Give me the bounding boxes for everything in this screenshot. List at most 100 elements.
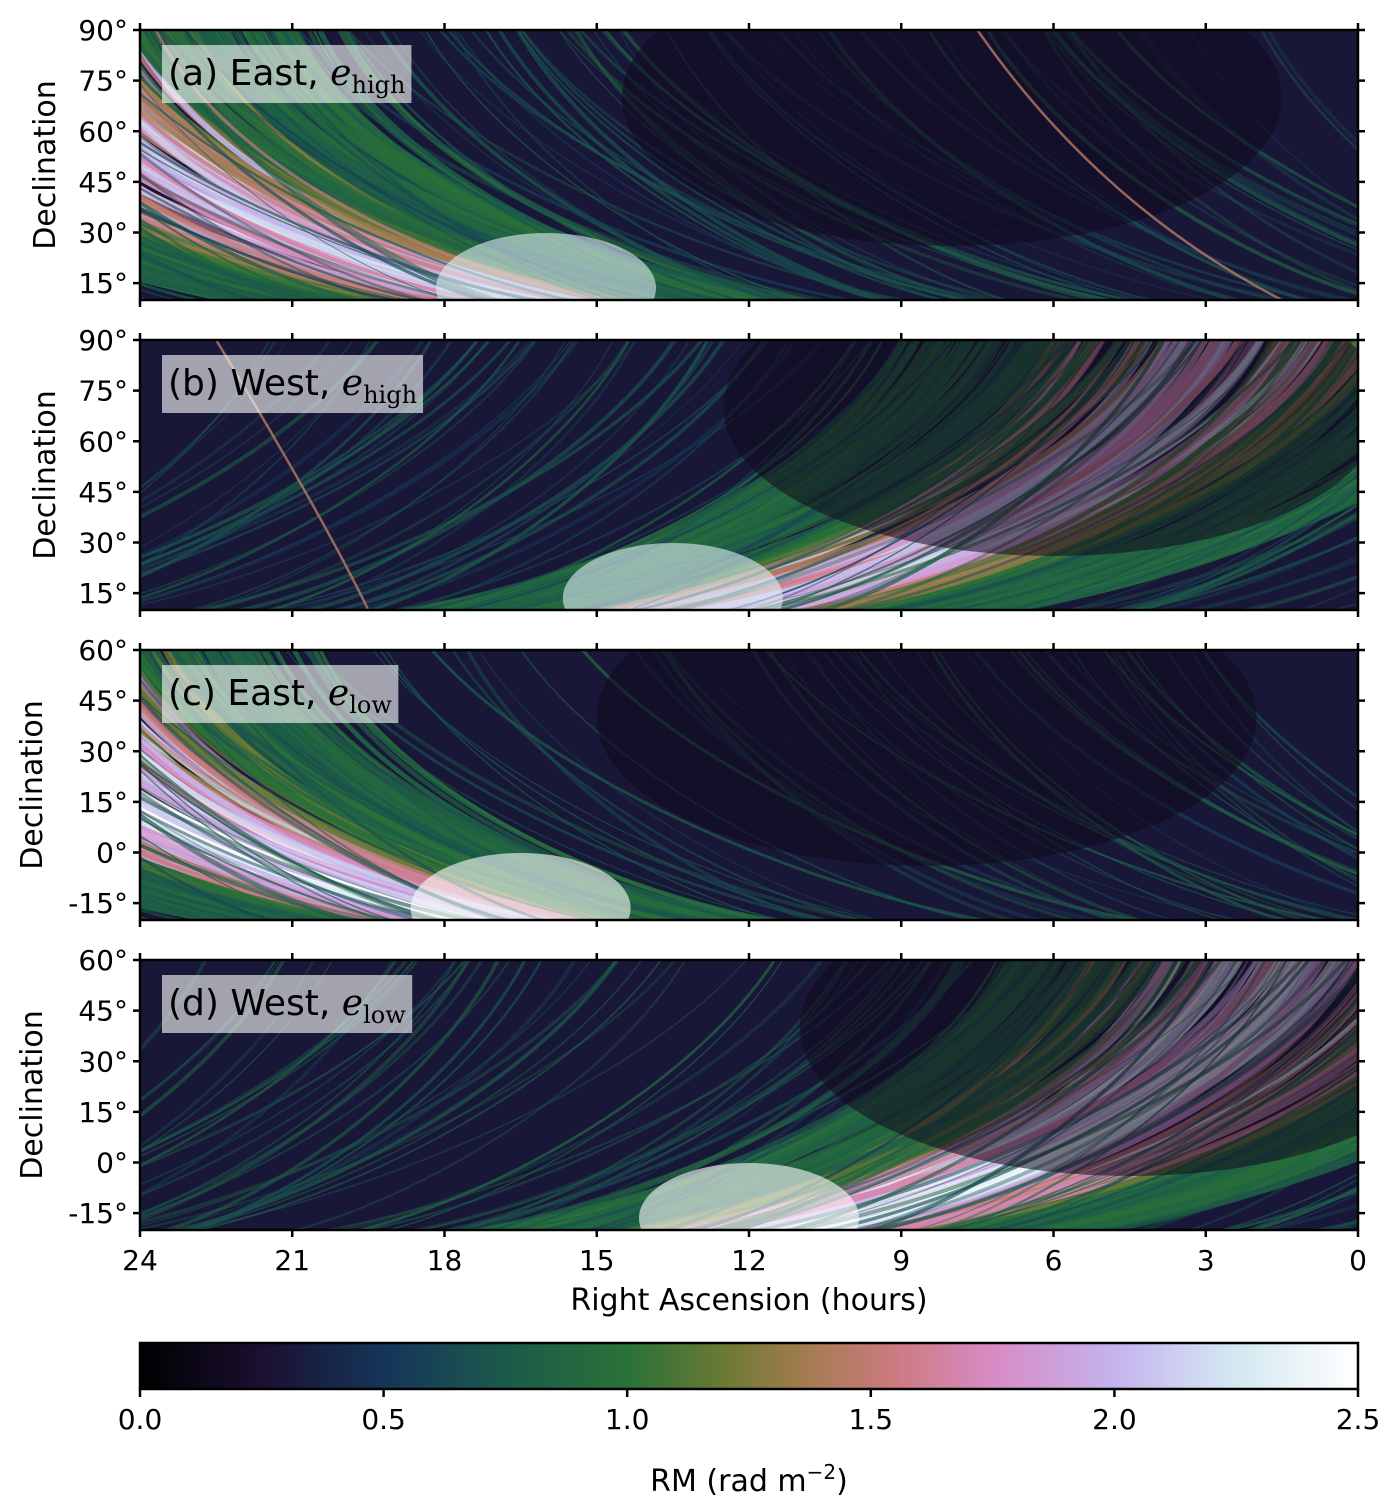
rm-streak <box>140 155 490 300</box>
rm-streak <box>1260 30 1358 152</box>
rm-streak <box>140 960 471 1221</box>
rm-streak <box>430 650 992 920</box>
rm-streak <box>140 891 217 920</box>
panel-title: (b) West, ehigh <box>168 363 417 409</box>
rm-streak <box>154 960 621 1230</box>
colorbar-tick-label: 1.5 <box>849 1403 894 1436</box>
y-tick-label: 15° <box>78 1096 128 1129</box>
rm-streak <box>1255 1203 1358 1230</box>
rm-streak <box>424 30 809 300</box>
rm-streak <box>1009 490 1358 610</box>
x-axis: 24 21 18 15 12 9 6 3 0 Right Ascension (hours) <box>122 1244 1367 1318</box>
rm-streak <box>140 217 304 300</box>
rm-streak <box>189 960 543 1230</box>
rm-streak <box>1245 1185 1358 1230</box>
y-tick-label: 0° <box>96 1147 128 1180</box>
rm-streak <box>1378 955 1400 1235</box>
panel-a: 15° 30° 45° 60° 75° 90° Declination (a) East, e… <box>0 14 1365 307</box>
panel-title: (d) West, elow <box>168 983 406 1029</box>
x-tick-label: 6 <box>1045 1244 1063 1277</box>
rm-peak <box>436 233 656 300</box>
rm-streak <box>140 763 447 920</box>
rm-streak <box>1218 1172 1358 1230</box>
rm-streak <box>1235 575 1358 610</box>
rm-streak <box>299 340 726 610</box>
rm-streak <box>265 340 631 610</box>
rm-streak <box>140 886 304 920</box>
rm-streak <box>979 482 1358 610</box>
panel-label-box <box>162 975 413 1033</box>
rm-streak <box>353 960 777 1230</box>
heatmap-d <box>140 955 1400 1235</box>
rm-streak <box>1396 955 1400 1235</box>
rm-streak <box>1248 573 1358 610</box>
rm-streak <box>1112 473 1358 610</box>
rm-streak <box>140 891 252 920</box>
panel-label-d: (d) West, elow <box>162 975 413 1033</box>
rm-streak <box>140 231 409 300</box>
rm-streak <box>140 256 286 300</box>
rm-streak <box>140 251 260 300</box>
rm-streak <box>140 258 316 300</box>
y-tick-label: 60° <box>78 425 128 458</box>
rm-streak <box>140 151 430 300</box>
rm-streak <box>201 340 567 610</box>
rm-streak <box>140 753 441 920</box>
panel-label-c: (c) East, elow <box>162 665 399 723</box>
rm-streak <box>363 340 710 610</box>
rm-streak <box>233 340 678 610</box>
heatmap-b <box>140 335 1400 615</box>
rm-streak <box>140 867 366 920</box>
rm-streak <box>140 843 384 920</box>
rm-streak <box>140 809 385 920</box>
rm-streak <box>140 790 426 920</box>
rm-streak <box>1243 1178 1358 1230</box>
rm-streak <box>140 817 396 920</box>
rm-streak <box>1065 1144 1358 1230</box>
low-rm-region <box>799 960 1358 1176</box>
y-tick-label: 45° <box>78 476 128 509</box>
rm-streak <box>1196 555 1358 610</box>
colorbar: 0.0 0.5 1.0 1.5 2.0 2.5 RM (rad m−2) <box>118 1341 1380 1499</box>
rm-streak <box>181 960 748 1230</box>
rm-streak <box>1365 955 1400 1235</box>
rm-streak <box>1216 1188 1358 1230</box>
rm-streak <box>515 30 896 300</box>
rm-streak <box>140 340 492 560</box>
panels: 15° 30° 45° 60° 75° 90° Declination (a) East, e… <box>0 14 1400 1237</box>
rm-streak <box>391 30 778 300</box>
rm-streak <box>1180 558 1358 610</box>
rm-streak <box>140 340 534 570</box>
panel-label-box <box>162 45 412 103</box>
x-tick-label: 0 <box>1349 1244 1367 1277</box>
y-tick-label: 30° <box>78 217 128 250</box>
rm-streak <box>140 214 421 300</box>
panel-label-b: (b) West, ehigh <box>162 355 424 413</box>
rm-streak <box>140 899 220 920</box>
rm-streak <box>1372 335 1400 615</box>
rm-streak <box>451 650 864 920</box>
y-tick-label: 60° <box>78 634 128 667</box>
y-tick-label: 60° <box>78 944 128 977</box>
colorbar-label: RM (rad m−2) <box>650 1460 848 1499</box>
panel-title: (a) East, ehigh <box>168 53 405 99</box>
rm-streak <box>140 282 205 300</box>
rm-streak <box>385 650 780 920</box>
rm-streak <box>311 340 691 610</box>
y-axis-label: Declination <box>15 1010 50 1180</box>
colorbar-tick-label: 0.0 <box>118 1403 163 1436</box>
rm-streak <box>372 650 880 920</box>
rm-streak <box>1125 502 1358 610</box>
x-tick-label: 9 <box>892 1244 910 1277</box>
rm-streak <box>0 25 6 305</box>
rm-streak <box>190 340 704 610</box>
x-tick-label: 15 <box>579 1244 615 1277</box>
rm-streak <box>140 960 677 1230</box>
y-tick-label: 15° <box>78 786 128 819</box>
rm-streak <box>140 899 204 920</box>
y-tick-label: 60° <box>78 115 128 148</box>
rm-streak <box>203 340 631 610</box>
rm-peak <box>562 543 783 610</box>
rm-streak <box>140 881 312 920</box>
y-axis-label: Declination <box>15 700 50 870</box>
